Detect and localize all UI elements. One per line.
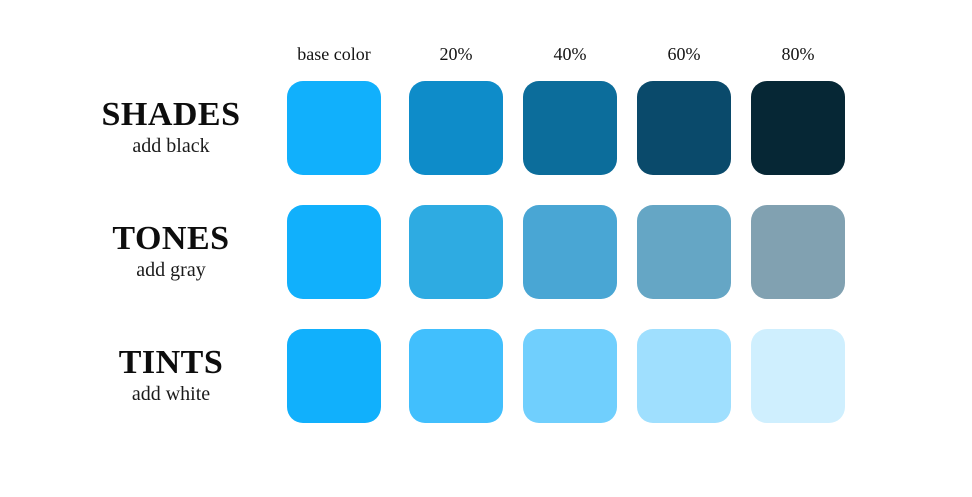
swatch-tints-40 (523, 329, 617, 423)
swatch-tones-60 (637, 205, 731, 299)
swatch-tints-80 (751, 329, 845, 423)
swatch-shades-60 (637, 81, 731, 175)
column-header-20: 20% (439, 44, 473, 64)
swatch-tones-40 (523, 205, 617, 299)
swatch-tints-base (287, 329, 381, 423)
shades-label: SHADES add black (0, 81, 287, 175)
tints-subtitle: add white (131, 383, 211, 405)
tints-label: TINTS add white (0, 329, 287, 423)
column-header-row: base color 20% 40% 60% 80% (0, 0, 972, 81)
shades-subtitle: add black (132, 135, 210, 157)
column-header-80: 80% (781, 44, 815, 64)
tones-row: TONES add gray (0, 205, 972, 299)
column-header-40: 40% (553, 44, 587, 64)
swatch-tints-20 (409, 329, 503, 423)
shades-title: SHADES (101, 96, 241, 133)
tints-row: TINTS add white (0, 329, 972, 423)
swatch-tones-20 (409, 205, 503, 299)
swatch-tints-60 (637, 329, 731, 423)
tones-label: TONES add gray (0, 205, 287, 299)
swatch-shades-40 (523, 81, 617, 175)
tones-title: TONES (112, 220, 230, 257)
swatch-shades-base (287, 81, 381, 175)
shades-row: SHADES add black (0, 81, 972, 175)
tints-title: TINTS (118, 344, 224, 381)
swatch-tones-80 (751, 205, 845, 299)
swatch-shades-80 (751, 81, 845, 175)
column-header-base-color: base color (297, 44, 371, 64)
tones-subtitle: add gray (136, 259, 206, 281)
swatch-tones-base (287, 205, 381, 299)
column-header-60: 60% (667, 44, 701, 64)
swatch-shades-20 (409, 81, 503, 175)
